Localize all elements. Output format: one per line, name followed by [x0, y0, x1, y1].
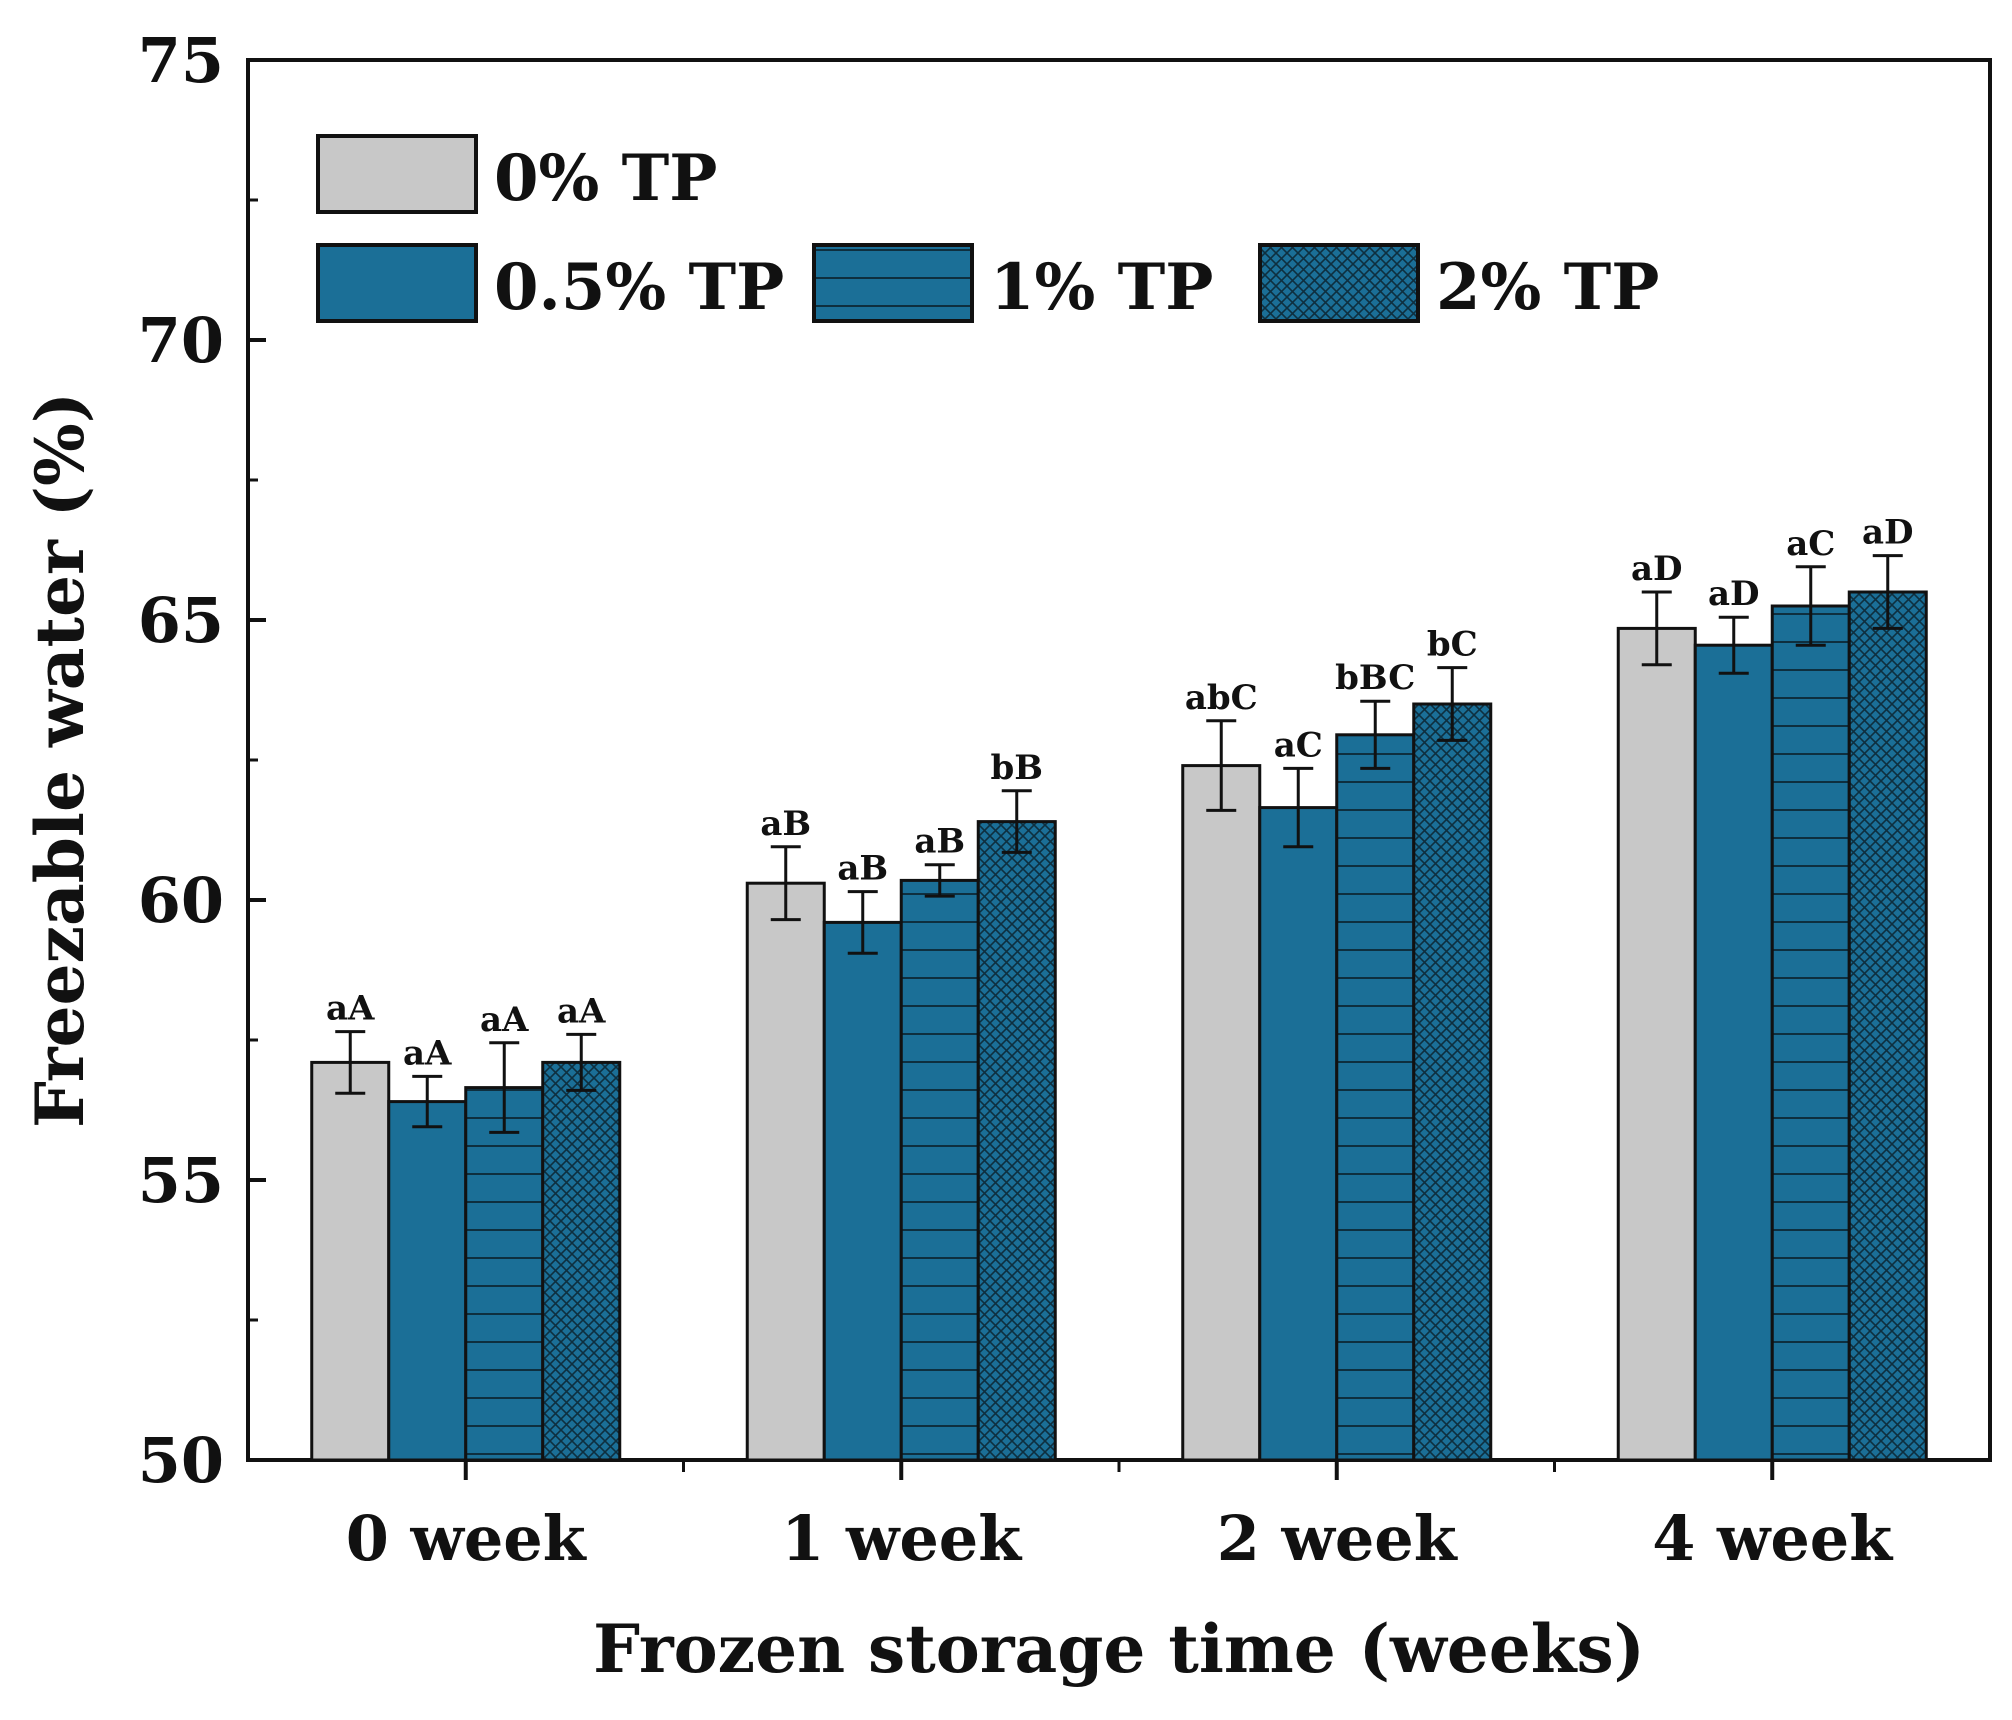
- bar-s3-c0: [541, 1060, 622, 1462]
- bar-labels-group: aA aB abC aD aA aB aC aD aA aB bBC aC aA bB bC aD: [326, 513, 1913, 1074]
- bar-s2-c1: [899, 878, 980, 1462]
- bar-s3-c3: [1847, 590, 1928, 1462]
- legend-swatch-2: [812, 243, 974, 323]
- data-label-s1-c2: aC: [1274, 725, 1323, 765]
- legend: 0% TP 0.5% TP 1% TP 2% TP: [316, 134, 1659, 325]
- bar-s2-c2: [1335, 733, 1416, 1462]
- bar-s3-c1: [976, 820, 1057, 1462]
- x-tick-label-2: 2 week: [1217, 1502, 1459, 1575]
- data-label-s3-c3: aD: [1862, 513, 1914, 553]
- y-tick-label-0: 50: [138, 1424, 224, 1497]
- bar-s0-c3: [1616, 626, 1697, 1462]
- bar-s2-c0: [464, 1086, 545, 1462]
- legend-swatch-0: [316, 134, 478, 214]
- x-axis-title: Frozen storage time (weeks): [593, 1610, 1645, 1688]
- data-label-s2-c3: aC: [1786, 524, 1835, 564]
- bar-s2-c3: [1770, 604, 1851, 1462]
- y-tick-label-2: 60: [138, 864, 224, 937]
- bar-s1-c1: [822, 920, 903, 1462]
- y-tick-label-4: 70: [138, 304, 224, 377]
- x-axis: 0 week 1 week 2 week 4 week: [346, 1460, 1894, 1575]
- bar-s0-c0: [310, 1060, 391, 1462]
- data-label-s1-c0: aA: [403, 1033, 452, 1073]
- data-label-s0-c2: abC: [1185, 678, 1258, 718]
- legend-label-2: 1% TP: [990, 250, 1213, 325]
- legend-label-0: 0% TP: [494, 141, 717, 216]
- legend-swatch-3: [1258, 243, 1420, 323]
- legend-swatch-1: [316, 243, 478, 323]
- data-label-s2-c0: aA: [480, 1000, 529, 1040]
- data-label-s0-c0: aA: [326, 989, 375, 1029]
- x-tick-label-0: 0 week: [346, 1502, 588, 1575]
- bar-s1-c0: [387, 1100, 468, 1462]
- data-label-s0-c1: aB: [760, 804, 811, 844]
- y-tick-label-3: 65: [138, 584, 224, 657]
- y-axis: 50 55 60 65 70 75: [138, 24, 266, 1497]
- data-label-s2-c2: bBC: [1335, 658, 1415, 698]
- data-label-s3-c1: bB: [990, 748, 1043, 788]
- data-label-s2-c1: aB: [914, 822, 965, 862]
- y-axis-title: Freezable water (%): [21, 392, 99, 1128]
- bar-s3-c2: [1412, 702, 1493, 1462]
- bar-s1-c3: [1693, 643, 1774, 1462]
- data-label-s3-c0: aA: [557, 991, 606, 1031]
- y-tick-label-1: 55: [138, 1144, 224, 1217]
- data-label-s0-c3: aD: [1631, 549, 1683, 589]
- data-label-s1-c1: aB: [837, 849, 888, 889]
- x-tick-label-3: 4 week: [1652, 1502, 1894, 1575]
- y-tick-label-5: 75: [138, 24, 224, 97]
- bar-s1-c2: [1258, 806, 1339, 1462]
- x-tick-label-1: 1 week: [781, 1502, 1023, 1575]
- legend-label-1: 0.5% TP: [494, 250, 784, 325]
- bars-group: [310, 554, 1928, 1462]
- data-label-s3-c2: bC: [1427, 625, 1478, 665]
- bar-s0-c1: [745, 881, 826, 1462]
- data-label-s1-c3: aD: [1708, 574, 1760, 614]
- bar-s0-c2: [1181, 764, 1262, 1462]
- legend-label-3: 2% TP: [1436, 250, 1659, 325]
